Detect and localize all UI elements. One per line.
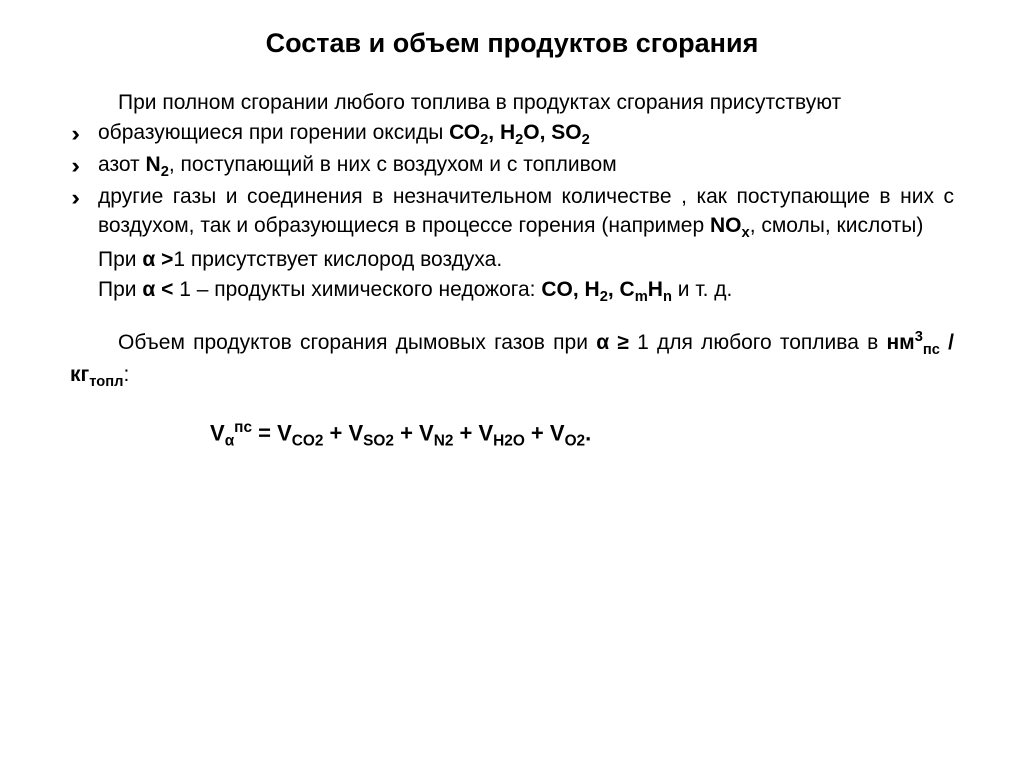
sub: N2 <box>434 433 454 450</box>
list-item: образующиеся при горении оксиды СО2, H2O… <box>70 119 954 151</box>
sub: топл <box>89 374 123 390</box>
alpha-symbol: α < <box>142 278 173 301</box>
op: = V <box>252 421 292 446</box>
intro-paragraph: При полном сгорании любого топлива в про… <box>70 89 954 117</box>
op: + V <box>323 421 363 446</box>
sub: 2 <box>161 165 169 181</box>
sub: 2 <box>582 133 590 149</box>
op: + V <box>394 421 434 446</box>
sub: CO2 <box>292 433 324 450</box>
sub: O2 <box>565 433 586 450</box>
text: . <box>585 421 591 446</box>
chem: СО <box>449 121 480 144</box>
bullet-list: образующиеся при горении оксиды СО2, H2O… <box>70 119 954 243</box>
page-title: Состав и объем продуктов сгорания <box>70 28 954 59</box>
alpha-gt-1-line: При α >1 присутствует кислород воздуха. <box>70 246 954 274</box>
chem: H <box>648 278 663 301</box>
sub: 2 <box>600 289 608 305</box>
bullet-text: образующиеся при горении оксиды <box>98 121 449 144</box>
op: + V <box>525 421 565 446</box>
text: 1 для любого топлива в <box>629 331 887 354</box>
unit: нм <box>886 331 914 354</box>
text: и т. д. <box>672 278 732 301</box>
sub: пс <box>923 342 940 358</box>
sup: 3 <box>915 329 923 345</box>
var: V <box>210 421 225 446</box>
chem: NO <box>710 214 742 237</box>
sub: H2O <box>493 433 525 450</box>
volume-formula: Vαпс = VCO2 + VSO2 + VN2 + VH2O + VO2. <box>70 419 954 451</box>
bullet-text: , поступающий в них с воздухом и с топли… <box>169 153 617 176</box>
op: + V <box>453 421 493 446</box>
bullet-text: азот <box>98 153 146 176</box>
alpha-symbol: α > <box>142 248 173 271</box>
text: Объем продуктов сгорания дымовых газов п… <box>118 331 596 354</box>
chem: CO, H <box>541 278 599 301</box>
alpha-lt-1-line: При α < 1 – продукты химического недожог… <box>70 276 954 308</box>
sub: α <box>225 433 234 450</box>
text: При <box>98 248 142 271</box>
sub: SO2 <box>363 433 394 450</box>
chem: , H <box>488 121 515 144</box>
bullet-text: , смолы, кислоты) <box>750 214 924 237</box>
sub: n <box>663 289 672 305</box>
list-item: другие газы и соединения в незначительно… <box>70 183 954 243</box>
list-item: азот N2, поступающий в них с воздухом и … <box>70 151 954 183</box>
text: : <box>123 363 129 386</box>
sup: пс <box>234 419 252 436</box>
text: 1 присутствует кислород воздуха. <box>173 248 502 271</box>
chem: , C <box>608 278 635 301</box>
chem: O, SO <box>523 121 581 144</box>
chem: N <box>146 153 161 176</box>
sub: x <box>742 225 750 241</box>
text: При <box>98 278 142 301</box>
text: 1 – продукты химического недожога: <box>173 278 541 301</box>
alpha-symbol: α ≥ <box>596 331 629 354</box>
sub: m <box>635 289 648 305</box>
volume-paragraph: Объем продуктов сгорания дымовых газов п… <box>70 328 954 393</box>
